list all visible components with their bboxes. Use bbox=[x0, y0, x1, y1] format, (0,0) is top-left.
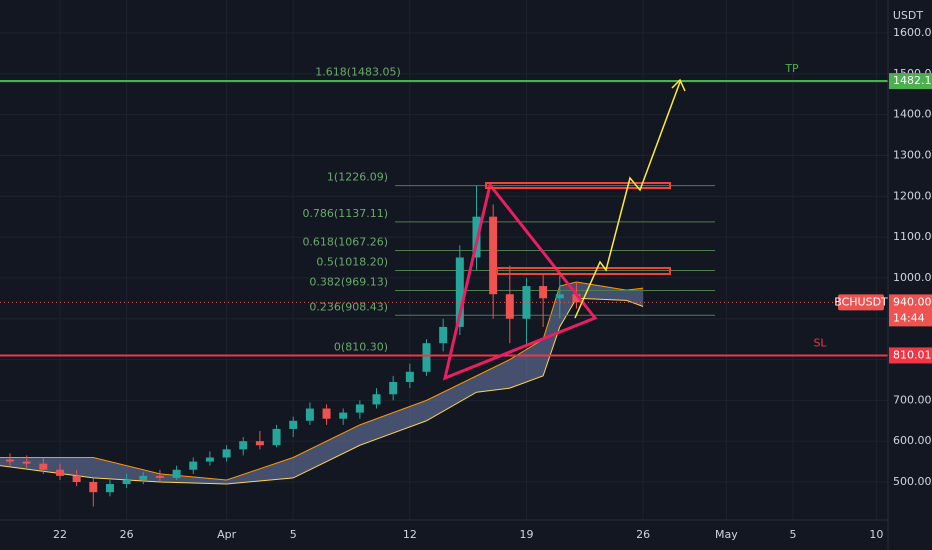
cloud-lower bbox=[0, 297, 644, 485]
x-tick-label: 19 bbox=[519, 528, 533, 541]
y-tick-label: 1100.00 bbox=[893, 230, 932, 243]
y-tick-label: 600.00 bbox=[893, 434, 932, 447]
candle-body bbox=[572, 294, 581, 303]
fib-label: 1(1226.09) bbox=[327, 171, 388, 184]
x-tick-label: 12 bbox=[403, 528, 417, 541]
candle-body bbox=[405, 371, 414, 382]
zone-rect bbox=[496, 267, 671, 275]
cloud-upper bbox=[0, 281, 644, 481]
candle-body bbox=[389, 381, 398, 395]
candle-body bbox=[322, 408, 331, 419]
candle-body bbox=[539, 286, 548, 299]
arrow-head bbox=[671, 78, 686, 92]
x-tick-label: 5 bbox=[290, 528, 297, 541]
level-label: 1482.17 bbox=[893, 74, 932, 87]
candle-body bbox=[222, 449, 231, 458]
candle-body bbox=[455, 257, 464, 327]
candle-body bbox=[172, 469, 181, 478]
triangle-drawing bbox=[442, 181, 598, 381]
candle-body bbox=[355, 404, 364, 413]
candle-body bbox=[39, 463, 48, 470]
x-tick-label: 10 bbox=[869, 528, 883, 541]
y-tick-label: 1000.00 bbox=[893, 271, 932, 284]
x-tick-label: 22 bbox=[53, 528, 67, 541]
level-name: TP bbox=[784, 62, 799, 75]
candle-body bbox=[189, 461, 198, 470]
candle-body bbox=[522, 286, 531, 319]
candle-body bbox=[272, 428, 281, 446]
candle-body bbox=[239, 441, 248, 450]
x-tick-label: 5 bbox=[790, 528, 797, 541]
candle-body bbox=[205, 457, 214, 462]
candle-body bbox=[555, 294, 564, 299]
level-tag bbox=[889, 347, 932, 364]
y-tick-label: 1200.00 bbox=[893, 189, 932, 202]
x-tick-label: 26 bbox=[120, 528, 134, 541]
fib-label: 0.236(908.43) bbox=[309, 300, 388, 313]
candle-body bbox=[255, 441, 264, 446]
cloud-fill bbox=[0, 281, 644, 485]
candle-body bbox=[155, 475, 164, 478]
candle-body bbox=[372, 394, 381, 405]
x-tick-label: Apr bbox=[217, 528, 237, 541]
candle-body bbox=[422, 343, 431, 372]
fib-label: 1.618(1483.05) bbox=[315, 66, 401, 79]
candle-body bbox=[305, 408, 314, 421]
y-tick-label: 500.00 bbox=[893, 475, 932, 488]
symbol-tag bbox=[838, 294, 884, 311]
x-tick-label: May bbox=[715, 528, 738, 541]
candle-body bbox=[489, 216, 498, 295]
currency-label: USDT bbox=[893, 9, 924, 22]
candle-body bbox=[55, 469, 64, 476]
candle-body bbox=[72, 475, 81, 482]
arrow-path bbox=[574, 81, 681, 319]
level-tag bbox=[889, 73, 932, 90]
fib-label: 0.382(969.13) bbox=[309, 276, 388, 289]
price-tag bbox=[889, 294, 932, 327]
y-tick-label: 1300.00 bbox=[893, 148, 932, 161]
plot: 1.618(1483.05) 1(1226.09) 0.786(1137.11) 0.… bbox=[0, 62, 888, 507]
fib-label: 0.786(1137.11) bbox=[302, 207, 388, 220]
candle-body bbox=[89, 481, 98, 493]
candle-body bbox=[339, 412, 348, 419]
level-name: SL bbox=[813, 336, 827, 349]
drawings bbox=[442, 78, 686, 381]
x-tick-label: 26 bbox=[636, 528, 650, 541]
symbol-label: BCHUSDT bbox=[834, 295, 888, 308]
zone-rect bbox=[485, 182, 671, 189]
last-price-label: 940.00 bbox=[893, 295, 932, 308]
candle-body bbox=[289, 420, 298, 429]
candle-body bbox=[439, 326, 448, 344]
y-tick-label: 700.00 bbox=[893, 393, 932, 406]
y-tick-label: 1600.00 bbox=[893, 26, 932, 39]
fib-label: 0(810.30) bbox=[334, 340, 388, 353]
candle-body bbox=[139, 475, 148, 480]
candle-body bbox=[122, 479, 131, 485]
y-tick-label: 1400.00 bbox=[893, 108, 932, 121]
grid bbox=[0, 0, 888, 520]
fib-label: 0.5(1018.20) bbox=[316, 255, 388, 268]
countdown-label: 14:44 bbox=[893, 311, 925, 324]
candle-body bbox=[5, 459, 14, 462]
candle-body bbox=[505, 294, 514, 319]
candle-body bbox=[105, 484, 114, 493]
candle-body bbox=[22, 461, 31, 464]
fib-label: 0.618(1067.26) bbox=[302, 235, 388, 248]
level-label: 810.01 bbox=[893, 348, 932, 361]
